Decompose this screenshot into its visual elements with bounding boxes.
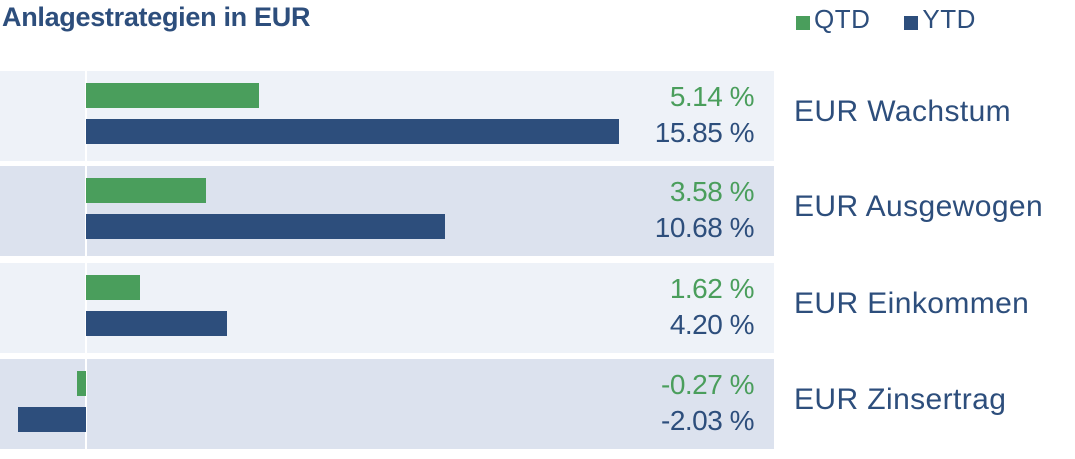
- bar-ytd: [86, 214, 445, 239]
- chart-legend: QTD YTD: [796, 4, 1010, 35]
- zero-axis-line: [85, 71, 87, 161]
- row-background: [0, 359, 774, 449]
- data-label-ytd: 4.20 %: [669, 309, 755, 340]
- chart-title: Anlagestrategien in EUR: [2, 2, 311, 32]
- zero-axis-line: [85, 359, 87, 449]
- bar-ytd: [86, 311, 228, 336]
- data-label-qtd: 5.14 %: [669, 81, 755, 112]
- bar-qtd: [76, 371, 86, 396]
- data-label-qtd: -0.27 %: [661, 369, 755, 400]
- data-label-ytd: 10.68 %: [654, 212, 755, 243]
- bar-ytd: [17, 407, 86, 432]
- category-label: EUR Ausgewogen: [794, 190, 1044, 223]
- legend-swatch-ytd: [904, 15, 919, 30]
- data-label-qtd: 1.62 %: [669, 273, 755, 304]
- category-label: EUR Zinsertrag: [794, 383, 1007, 416]
- bar-qtd: [86, 83, 259, 108]
- category-label: EUR Einkommen: [794, 287, 1030, 320]
- bar-ytd: [86, 119, 619, 144]
- bar-qtd: [86, 275, 141, 300]
- legend-label-ytd: YTD: [922, 4, 976, 34]
- legend-item-ytd: YTD: [904, 4, 976, 35]
- legend-swatch-qtd: [796, 15, 810, 30]
- category-label: EUR Wachstum: [794, 95, 1012, 128]
- zero-axis-line: [85, 263, 87, 353]
- data-label-ytd: -2.03 %: [661, 405, 755, 436]
- bar-qtd: [86, 178, 207, 203]
- data-label-qtd: 3.58 %: [669, 176, 755, 207]
- legend-label-qtd: QTD: [814, 4, 871, 34]
- zero-axis-line: [85, 166, 87, 256]
- data-label-ytd: 15.85 %: [654, 117, 755, 148]
- legend-item-qtd: QTD: [796, 4, 870, 35]
